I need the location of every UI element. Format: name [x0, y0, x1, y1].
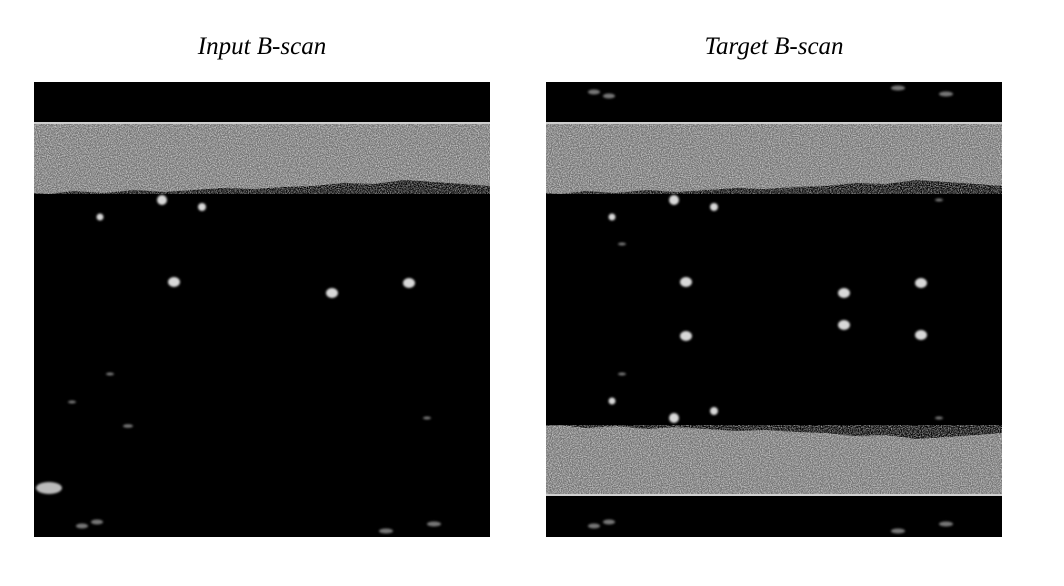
- input-bscan-title: Input B-scan: [197, 33, 327, 60]
- scatter-dot: [669, 413, 679, 423]
- scatter-dot: [168, 277, 180, 287]
- scatter-dot: [915, 330, 927, 340]
- scatter-dot: [96, 213, 104, 221]
- scatter-dot: [198, 203, 206, 211]
- scatter-dot: [710, 203, 718, 211]
- scatter-dot: [157, 195, 167, 205]
- scatter-dot: [608, 397, 616, 405]
- scatter-dot: [326, 288, 338, 298]
- scatter-dot: [608, 213, 616, 221]
- scatter-dot: [915, 278, 927, 288]
- input-bscan-image: [34, 82, 490, 537]
- target-bscan-image: [546, 82, 1002, 537]
- target-bscan-title: Target B-scan: [704, 33, 844, 60]
- scatter-dot: [838, 320, 850, 330]
- scatter-dot: [680, 277, 692, 287]
- scatter-dot: [710, 407, 718, 415]
- scatter-dot: [669, 195, 679, 205]
- scatter-dot: [680, 331, 692, 341]
- scatter-dot: [838, 288, 850, 298]
- scatter-dot: [403, 278, 415, 288]
